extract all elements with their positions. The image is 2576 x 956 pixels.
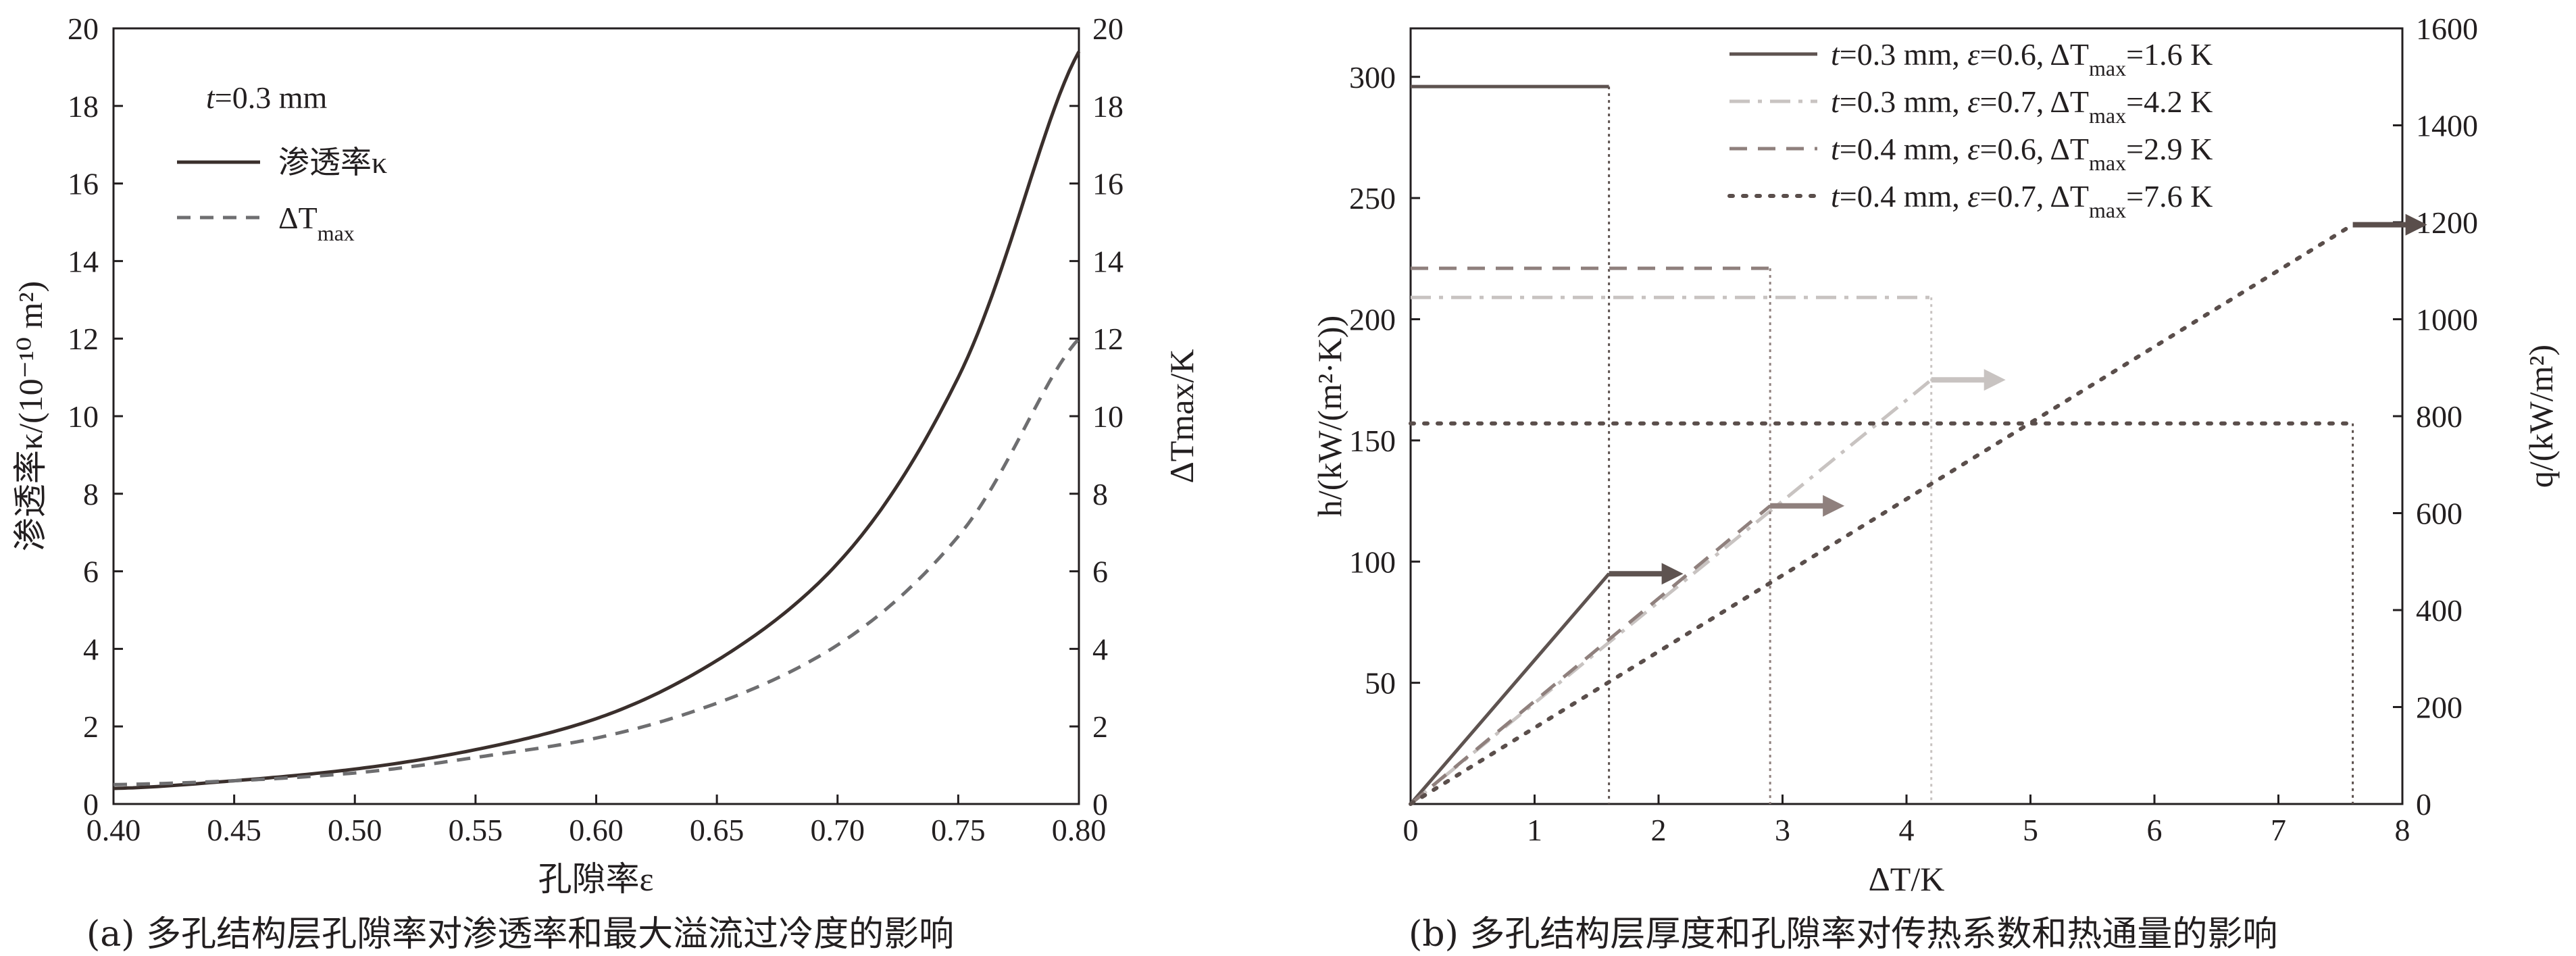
panel-b-xtick-label: 3 bbox=[1775, 813, 1790, 847]
panel-a-ytick-left-label: 0 bbox=[83, 787, 99, 822]
panel-a-ytick-left-label: 4 bbox=[83, 632, 99, 666]
panel-a-ytick-left-label: 14 bbox=[68, 244, 99, 278]
panel-a-xtick-label: 0.55 bbox=[449, 813, 503, 847]
panel-b-ytick-right-label: 200 bbox=[2416, 690, 2463, 725]
panel-a-ytick-left-label: 12 bbox=[68, 322, 99, 356]
series-4-q-line bbox=[1409, 222, 2355, 806]
panel-b-ytick-left-label: 50 bbox=[1365, 666, 1396, 701]
series-1-q-line bbox=[1409, 572, 1611, 805]
panel-b-xtick-label: 7 bbox=[2271, 813, 2286, 847]
series-3-q-line bbox=[1409, 504, 1771, 805]
panel-a-xtick-label: 0.40 bbox=[86, 813, 141, 847]
panel-b-ytick-right-label: 600 bbox=[2416, 497, 2463, 531]
panel-a-ytick-right-label: 8 bbox=[1092, 477, 1108, 511]
panel-b-ytick-left-label: 250 bbox=[1349, 181, 1396, 216]
panel-a-ytick-right-label: 0 bbox=[1092, 787, 1108, 822]
legend-label-3: t=0.4 mm, ε=0.6, ΔTmax=2.9 K bbox=[1831, 132, 2213, 175]
panel-a-annotation: t=0.3 mm bbox=[206, 80, 328, 115]
panel-a-ytick-left-label: 8 bbox=[83, 477, 99, 511]
panel-a-xtick-label: 0.80 bbox=[1052, 813, 1107, 847]
panel-b-ytick-right-label: 400 bbox=[2416, 593, 2463, 628]
panel-a-xtick-label: 0.50 bbox=[328, 813, 382, 847]
panel-a-ytick-right-label: 6 bbox=[1092, 555, 1108, 589]
panel-b-ytick-right-label: 1400 bbox=[2416, 109, 2478, 143]
panel-b-ytick-right-label: 800 bbox=[2416, 399, 2463, 434]
panel-a-ylabel-left: 渗透率κ/(10⁻¹⁰ m²) bbox=[11, 281, 49, 551]
panel-a-ytick-right-label: 14 bbox=[1092, 244, 1123, 278]
series-dtmax-line bbox=[113, 337, 1080, 786]
panel-a-chart: 0.40 0.45 0.50 0.55 0.60 0.65 0.70 0.75 0.800246… bbox=[11, 11, 1201, 898]
legend-label-dtmax: ΔTmax bbox=[278, 201, 355, 245]
panel-b-xtick-label: 0 bbox=[1403, 813, 1419, 847]
panel-a-ytick-right-label: 4 bbox=[1092, 632, 1108, 666]
panel-b-ytick-right-label: 1000 bbox=[2416, 303, 2478, 337]
legend-label-2: t=0.3 mm, ε=0.7, ΔTmax=4.2 K bbox=[1831, 84, 2213, 128]
series-2-arrow bbox=[1931, 369, 2006, 391]
panel-b-ylabel-right: q/(kW/m²) bbox=[2522, 345, 2560, 488]
panel-b-ytick-left-label: 150 bbox=[1349, 424, 1396, 458]
caption-a: (a) 多孔结构层孔隙率对渗透率和最大溢流过冷度的影响 bbox=[86, 914, 955, 955]
panel-b-xlabel: ΔT/K bbox=[1869, 860, 1945, 898]
panel-a-xtick-label: 0.45 bbox=[207, 813, 261, 847]
panel-a-ytick-right-label: 10 bbox=[1092, 399, 1123, 434]
panel-b-xtick-label: 4 bbox=[1899, 813, 1915, 847]
caption-b: (b) 多孔结构层厚度和孔隙率对传热系数和热通量的影响 bbox=[1409, 914, 2278, 955]
panel-a-ytick-left-label: 6 bbox=[83, 555, 99, 589]
panel-a-ytick-right-label: 2 bbox=[1092, 709, 1108, 744]
legend-label-4: t=0.4 mm, ε=0.7, ΔTmax=7.6 K bbox=[1831, 179, 2213, 222]
panel-a-ytick-right-label: 16 bbox=[1092, 167, 1123, 201]
legend-label-permeability: 渗透率κ bbox=[278, 145, 387, 180]
panel-b-xtick-label: 8 bbox=[2395, 813, 2410, 847]
series-3-arrow bbox=[1770, 495, 1845, 517]
panel-b-xtick-label: 2 bbox=[1651, 813, 1667, 847]
panel-a-ytick-right-label: 12 bbox=[1092, 322, 1123, 356]
panel-a-ytick-left-label: 18 bbox=[68, 89, 99, 124]
panel-b-chart: 0 1 2 3 4 5 6 7 8 50 100 150 200 250 300 0 200 400 600 800 1… bbox=[1311, 11, 2560, 898]
panel-a-xtick-label: 0.70 bbox=[811, 813, 865, 847]
series-2-q-line bbox=[1409, 378, 1933, 805]
panel-b-ytick-left-label: 300 bbox=[1349, 60, 1396, 95]
legend-label-1: t=0.3 mm, ε=0.6, ΔTmax=1.6 K bbox=[1831, 37, 2213, 80]
panel-a-ytick-left-label: 2 bbox=[83, 709, 99, 744]
panel-a-xtick-label: 0.75 bbox=[931, 813, 986, 847]
panel-a-ytick-right-label: 18 bbox=[1092, 89, 1123, 124]
panel-b-ytick-right-label: 1200 bbox=[2416, 205, 2478, 240]
series-4-arrow bbox=[2352, 213, 2427, 236]
panel-b-xtick-label: 5 bbox=[2023, 813, 2038, 847]
series-1-arrow bbox=[1609, 563, 1684, 585]
panel-a-frame bbox=[112, 27, 1080, 805]
panel-b-ytick-right-label: 1600 bbox=[2416, 11, 2478, 46]
panel-a-xlabel: 孔隙率ε bbox=[538, 860, 654, 898]
panel-b-ylabel-left: h/(kW/(m²·K)) bbox=[1311, 316, 1348, 517]
panel-a-ylabel-right: ΔTmax/K bbox=[1163, 349, 1201, 484]
panel-b-xtick-label: 6 bbox=[2147, 813, 2163, 847]
panel-a-ytick-left-label: 10 bbox=[68, 399, 99, 434]
panel-a-ytick-left-label: 20 bbox=[68, 11, 99, 46]
panel-a-xtick-label: 0.65 bbox=[690, 813, 744, 847]
panel-a-ytick-left-label: 16 bbox=[68, 167, 99, 201]
panel-b-xtick-label: 1 bbox=[1527, 813, 1542, 847]
panel-a-xtick-label: 0.60 bbox=[569, 813, 624, 847]
panel-b-ytick-left-label: 100 bbox=[1349, 545, 1396, 579]
panel-b-ytick-left-label: 200 bbox=[1349, 303, 1396, 337]
panel-b-ytick-right-label: 0 bbox=[2416, 787, 2431, 822]
panel-a-ytick-right-label: 20 bbox=[1092, 11, 1123, 46]
